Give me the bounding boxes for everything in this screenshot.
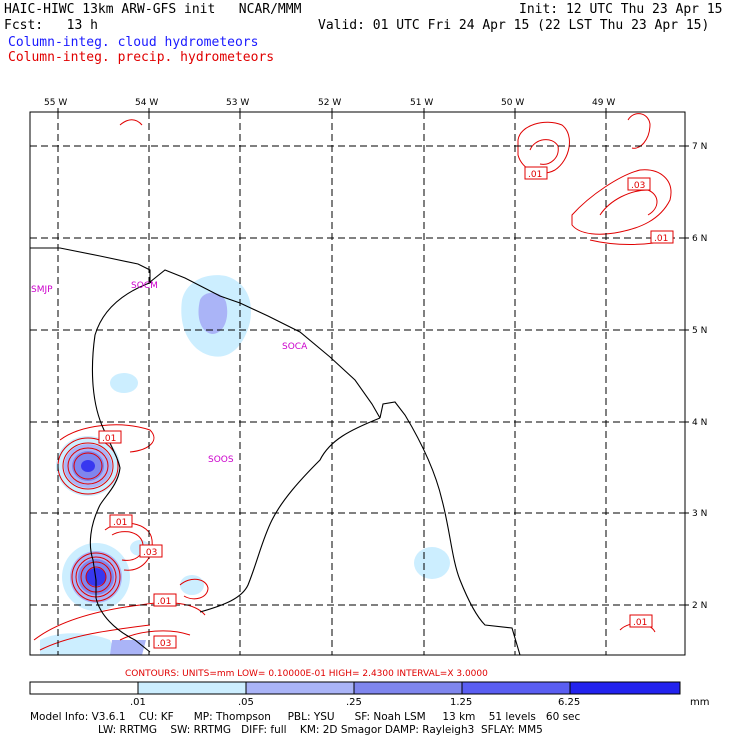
colorbar	[29, 681, 681, 695]
colorbar-bin	[569, 681, 681, 695]
plot-title: HAIC-HIWC 13km ARW-GFS init NCAR/MMM	[4, 2, 302, 17]
graticule	[30, 112, 685, 655]
station-labels: SMJP SOCM SOCA SOOS	[31, 281, 308, 465]
colorbar-tick: .05	[238, 697, 254, 708]
model-info-line2: LW: RRTMG SW: RRTMG DIFF: full KM: 2D Sm…	[98, 724, 543, 736]
station-smjp: SMJP	[31, 285, 53, 295]
legend-precip: Column-integ. precip. hydrometeors	[8, 50, 275, 65]
coastline	[30, 247, 521, 656]
contour-label: .01	[113, 518, 127, 528]
lat-label: 6 N	[692, 234, 707, 244]
map-frame	[29, 111, 686, 656]
contour-label: .03	[157, 639, 171, 649]
lon-label: 50 W	[501, 98, 524, 108]
contour-label: .01	[102, 434, 116, 444]
station-soos: SOOS	[208, 455, 234, 465]
lon-label: 55 W	[44, 98, 67, 108]
contour-label: .01	[654, 234, 668, 244]
colorbar-bin	[137, 681, 247, 695]
colorbar-tick: 6.25	[558, 697, 580, 708]
model-info-line1: Model Info: V3.6.1 CU: KF MP: Thompson P…	[30, 711, 581, 723]
lat-label: 4 N	[692, 418, 707, 428]
contour-label: .01	[157, 597, 171, 607]
colorbar-bin	[245, 681, 355, 695]
lon-label: 54 W	[135, 98, 158, 108]
contour-label: .01	[528, 170, 542, 180]
colorbar-tick: .25	[346, 697, 362, 708]
colorbar-tick: 1.25	[450, 697, 472, 708]
colorbar-ticks: .01 .05 .25 1.25 6.25 mm	[130, 697, 709, 708]
lon-label: 49 W	[592, 98, 615, 108]
contour-value-labels: .01 .01 .03 .01 .03 .01 .03 .01 .01	[98, 166, 674, 649]
lon-labels: 55 W 54 W 53 W 52 W 51 W 50 W 49 W	[44, 98, 615, 108]
colorbar-unit: mm	[690, 697, 709, 708]
lat-labels: 7 N 6 N 5 N 4 N 3 N 2 N	[692, 142, 707, 611]
lon-label: 53 W	[226, 98, 249, 108]
legend-cloud: Column-integ. cloud hydrometeors	[8, 35, 259, 50]
colorbar-bin	[29, 681, 139, 695]
lon-label: 52 W	[318, 98, 341, 108]
lon-label: 51 W	[410, 98, 433, 108]
frame-ticks	[57, 108, 689, 606]
contour-label: .03	[143, 548, 157, 558]
lat-label: 3 N	[692, 509, 707, 519]
station-socm: SOCM	[131, 281, 158, 291]
init-time: Init: 12 UTC Thu 23 Apr 15	[519, 2, 723, 17]
colorbar-bin	[353, 681, 463, 695]
lat-label: 5 N	[692, 326, 707, 336]
lat-label: 2 N	[692, 601, 707, 611]
contour-label: .01	[633, 618, 647, 628]
colorbar-tick: .01	[130, 697, 146, 708]
valid-time: Valid: 01 UTC Fri 24 Apr 15 (22 LST Thu …	[318, 18, 710, 33]
station-soca: SOCA	[282, 342, 308, 352]
contour-label: .03	[631, 181, 645, 191]
contour-info: CONTOURS: UNITS=mm LOW= 0.10000E-01 HIGH…	[125, 669, 488, 679]
colorbar-bin	[461, 681, 571, 695]
lat-label: 7 N	[692, 142, 707, 152]
forecast-hour: Fcst: 13 h	[4, 18, 98, 33]
